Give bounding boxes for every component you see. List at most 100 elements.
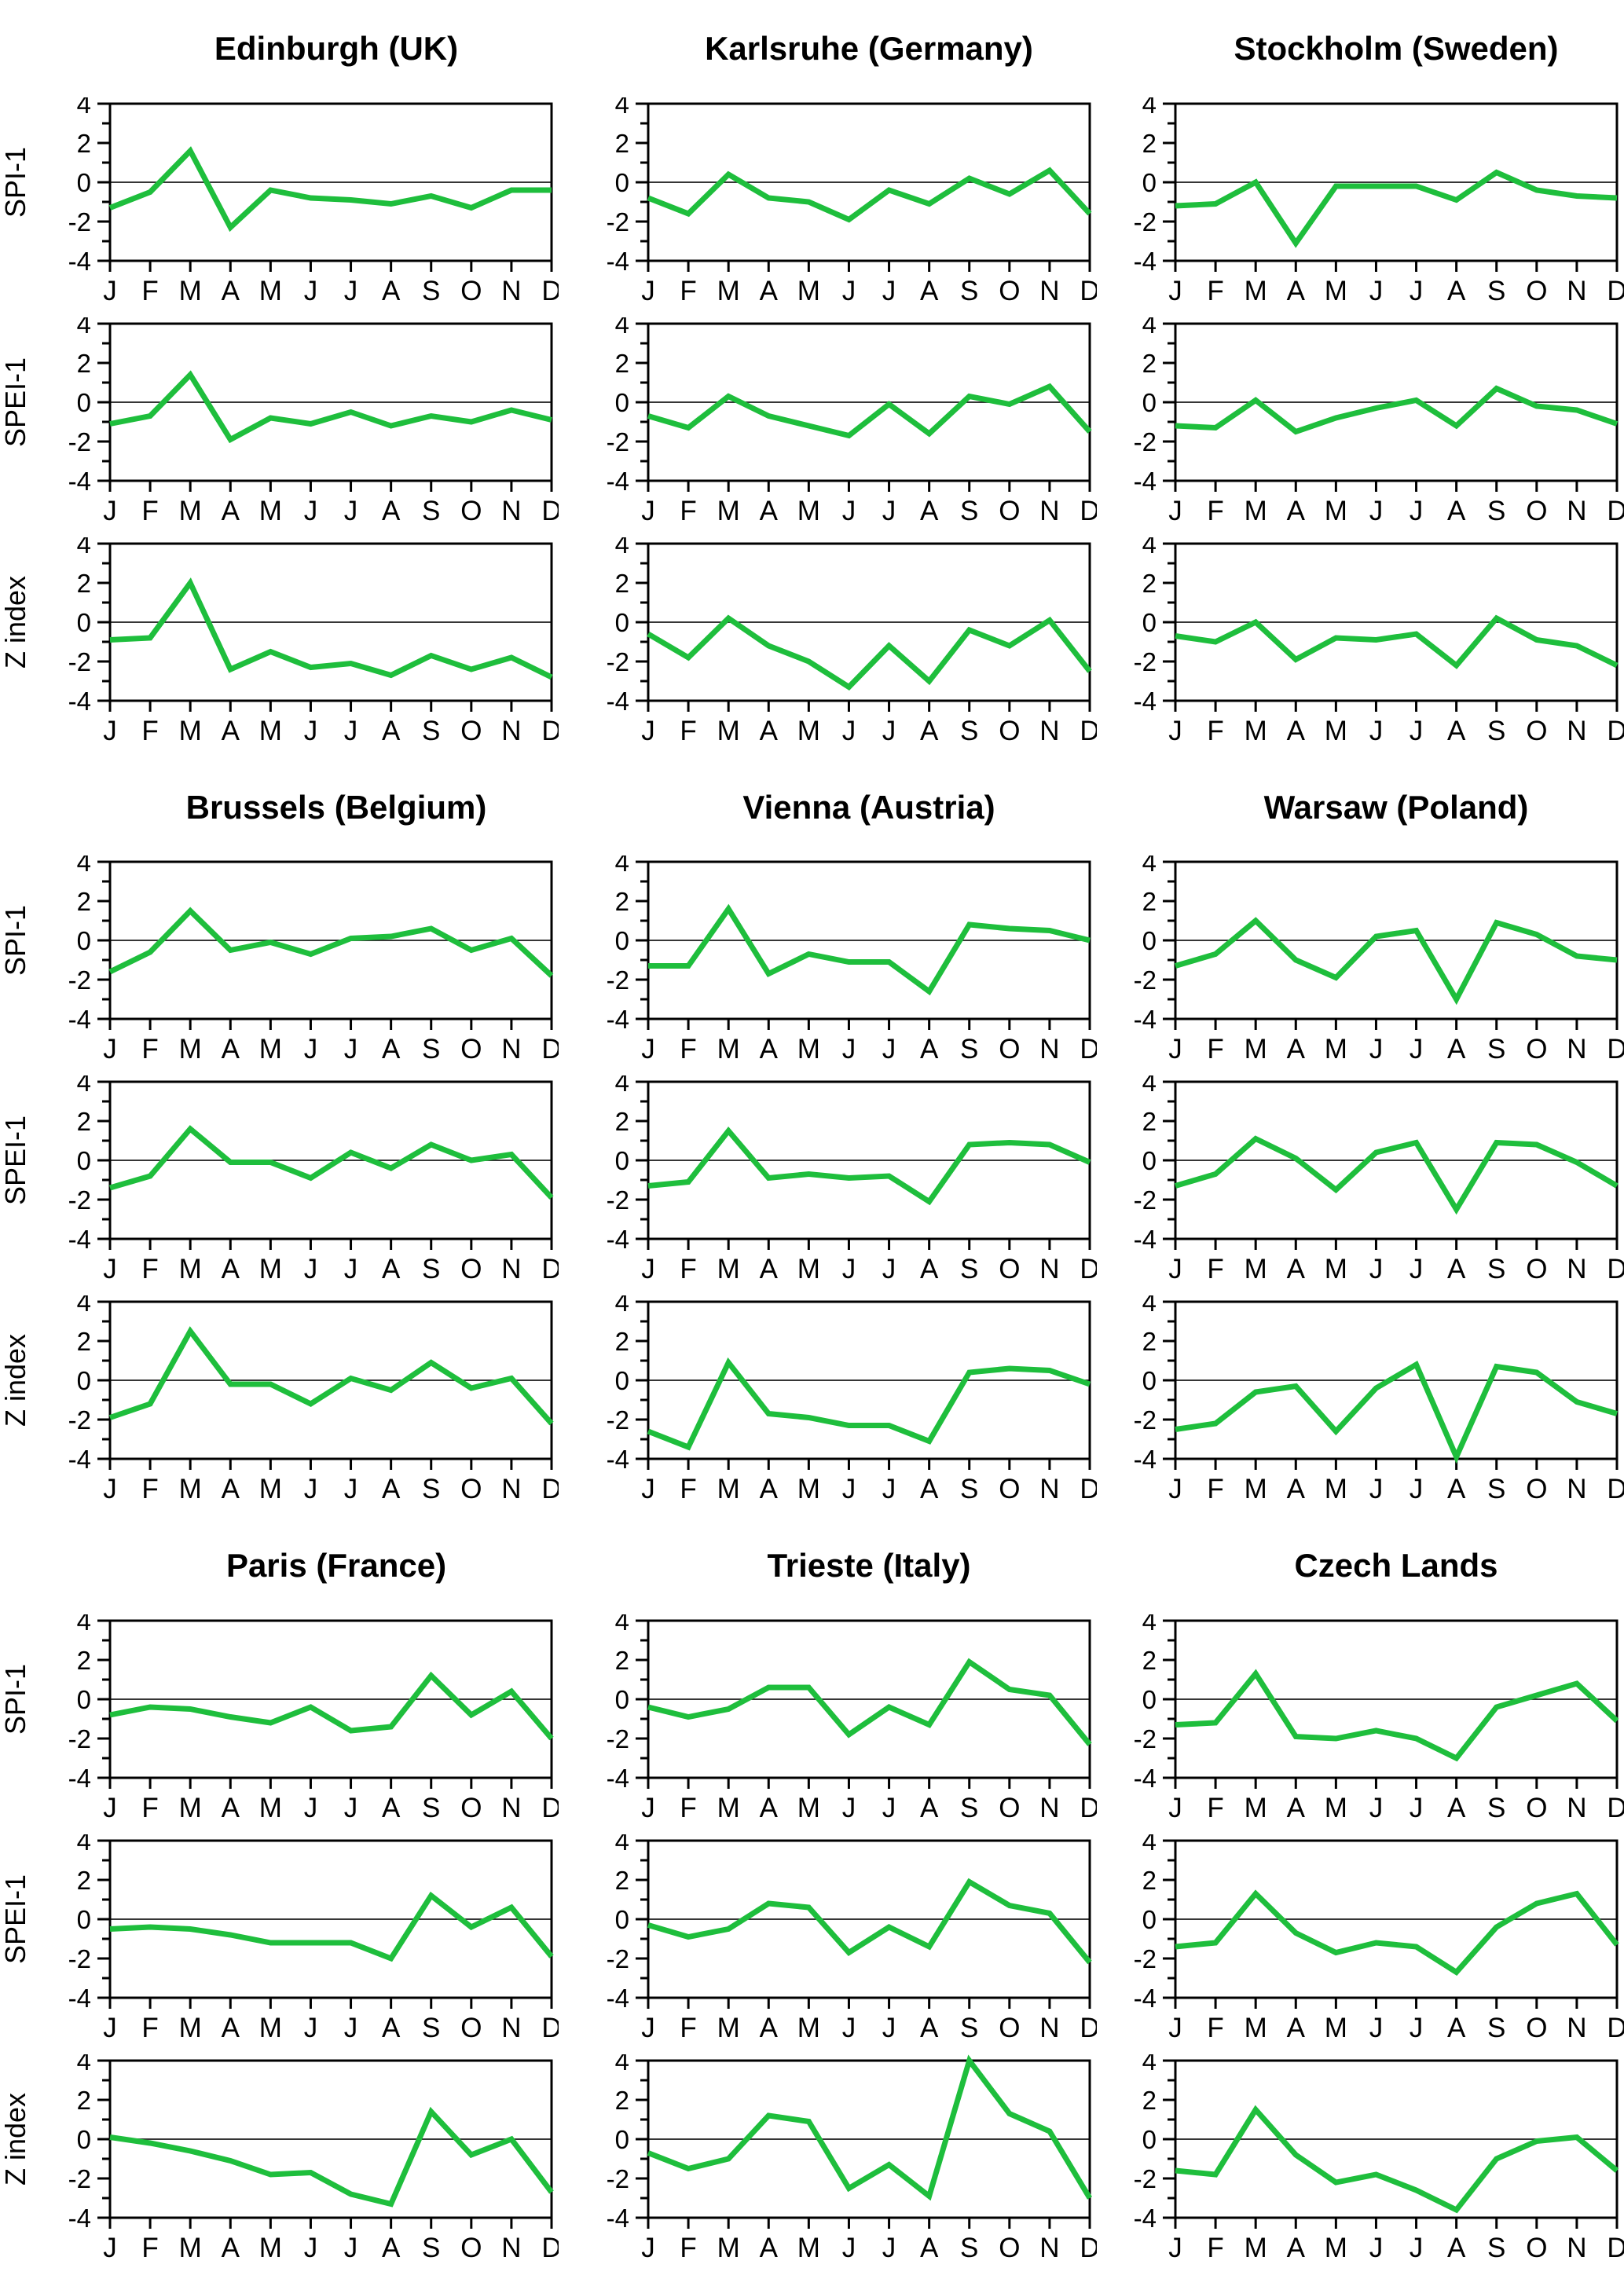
x-tick-label: J — [882, 2013, 896, 2043]
y-tick-label: 0 — [1142, 608, 1157, 637]
x-tick-label: F — [680, 496, 696, 526]
data-line-z-index — [109, 577, 553, 680]
y-tick-label: 4 — [77, 537, 91, 559]
x-tick-label: J — [842, 1034, 856, 1064]
y-tick-label: -4 — [68, 247, 91, 276]
x-tick-label: N — [1039, 716, 1059, 746]
y-tick-label: 2 — [1142, 129, 1157, 158]
y-tick-label: -4 — [607, 1445, 629, 1474]
x-tick-label: N — [1567, 1474, 1586, 1504]
y-tick-label: -4 — [68, 1445, 91, 1474]
y-tick-label: -2 — [1134, 207, 1157, 236]
chart-row: 4 2 0 -2 -4 J F M A M J J A S O N D — [1097, 2054, 1624, 2274]
y-tick-label: -4 — [607, 2204, 629, 2233]
chart-row: 4 2 0 -2 -4 J F M A M J J A S O N D — [570, 1834, 1097, 2054]
x-tick-label: M — [797, 1034, 820, 1064]
line-chart-edinburgh-spei1: 420-2-4J F M A M J J A S O N D — [68, 317, 559, 526]
x-tick-label: F — [141, 2233, 158, 2263]
x-tick-label: S — [960, 2233, 978, 2263]
x-tick-label: J — [1168, 1034, 1182, 1064]
y-tick-label: 2 — [615, 569, 629, 598]
x-tick-label: D — [1607, 716, 1624, 746]
x-tick-label: M — [797, 2233, 820, 2263]
x-tick-label: F — [680, 2233, 696, 2263]
x-tick-label: M — [259, 496, 282, 526]
x-tick-label: J — [304, 1793, 318, 1823]
x-tick-label: J — [641, 716, 655, 746]
x-tick-label: M — [1325, 1034, 1347, 1064]
y-tick-label: 0 — [615, 608, 629, 637]
line-chart-trieste-zindex: 420-2-4J F M A M J J A S O N D — [607, 2054, 1097, 2263]
y-tick-label: -2 — [68, 647, 91, 676]
x-tick-label: M — [717, 2013, 740, 2043]
x-tick-label: M — [717, 1793, 740, 1823]
x-tick-label: M — [717, 716, 740, 746]
x-tick-label: J — [1168, 1474, 1182, 1504]
x-tick-label: J — [304, 1254, 318, 1284]
data-line-spi-1 — [1175, 169, 1618, 248]
line-chart-karlsruhe-spei1: 420-2-4J F M A M J J A S O N D — [607, 317, 1097, 526]
x-tick-label: M — [1245, 1034, 1267, 1064]
x-tick-label: F — [1207, 716, 1223, 746]
chart-row: 4 2 0 -2 -4 J F M A M J J A S O N D — [1097, 856, 1624, 1075]
y-tick-label: 0 — [615, 2125, 629, 2154]
x-tick-label: J — [1410, 1793, 1424, 1823]
panel-karlsruhe-germany: Karlsruhe (Germany) 4 2 0 -2 -4 J F M A M J J A S O N D … — [570, 3, 1097, 757]
x-tick-label: M — [1325, 276, 1347, 306]
data-line-spi-1 — [647, 1658, 1092, 1746]
line-chart-paris-spi1: 420-2-4J F M A M J J A S O N D — [68, 1614, 559, 1823]
x-tick-label: M — [1245, 2233, 1267, 2263]
y-tick-label: 2 — [77, 129, 91, 158]
x-tick-label: J — [1168, 276, 1182, 306]
data-line-spei-1 — [647, 1878, 1092, 1965]
x-tick-label: O — [999, 716, 1020, 746]
x-tick-label: N — [1039, 1254, 1059, 1284]
x-tick-label: J — [103, 2013, 117, 2043]
y-tick-label: 4 — [77, 1295, 91, 1317]
x-tick-label: M — [259, 2233, 282, 2263]
panel-title: Brussels (Belgium) — [185, 788, 487, 826]
y-tick-label: 0 — [1142, 926, 1157, 955]
panel-title: Trieste (Italy) — [767, 1547, 971, 1585]
x-tick-label: S — [1487, 2233, 1505, 2263]
x-tick-label: J — [344, 496, 358, 526]
x-tick-label: F — [680, 276, 696, 306]
y-tick-label: 4 — [77, 317, 91, 339]
y-tick-label: 4 — [615, 1834, 629, 1856]
x-tick-label: S — [422, 1474, 440, 1504]
line-chart-brussels-spi1: 420-2-4J F M A M J J A S O N D — [68, 856, 559, 1064]
y-tick-label: -2 — [607, 647, 629, 676]
x-tick-label: J — [1369, 2233, 1384, 2263]
y-tick-label: -2 — [1134, 965, 1157, 995]
x-tick-label: F — [680, 1793, 696, 1823]
x-tick-label: S — [960, 1474, 978, 1504]
x-tick-label: S — [422, 716, 440, 746]
y-tick-label: 0 — [615, 926, 629, 955]
x-tick-label: A — [920, 2013, 939, 2043]
chart-row: 4 2 0 -2 -4 J F M A M J J A S O N D — [570, 856, 1097, 1075]
chart-row: SPI-1 4 2 0 -2 -4 J F M A M J J A S O N D — [0, 1614, 570, 1834]
chart-row: 4 2 0 -2 -4 J F M A M J J A S O N D — [570, 537, 1097, 757]
x-tick-label: J — [1168, 716, 1182, 746]
x-tick-label: J — [842, 1254, 856, 1284]
panel-edinburgh-uk: Edinburgh (UK) SPI-1 4 2 0 -2 -4 J F M A M J J A S O N D… — [0, 3, 570, 757]
x-tick-label: J — [842, 1793, 856, 1823]
y-tick-label: -2 — [68, 965, 91, 995]
y-tick-label: 0 — [77, 2125, 91, 2154]
x-tick-label: F — [141, 1034, 158, 1064]
chart-row: 4 2 0 -2 -4 J F M A M J J A S O N D — [570, 317, 1097, 537]
x-tick-label: A — [1287, 496, 1306, 526]
x-tick-label: J — [842, 2233, 856, 2263]
x-tick-label: J — [882, 496, 896, 526]
x-tick-label: M — [179, 716, 202, 746]
y-tick-label: 4 — [1142, 2054, 1157, 2076]
y-tick-label: -4 — [68, 1005, 91, 1034]
x-tick-label: J — [344, 1254, 358, 1284]
x-tick-label: F — [680, 716, 696, 746]
data-line-spei-1 — [647, 383, 1092, 439]
x-tick-label: M — [797, 496, 820, 526]
x-tick-label: D — [1080, 1254, 1097, 1284]
y-tick-label: 0 — [77, 1685, 91, 1714]
y-tick-label: 2 — [1142, 2086, 1157, 2115]
